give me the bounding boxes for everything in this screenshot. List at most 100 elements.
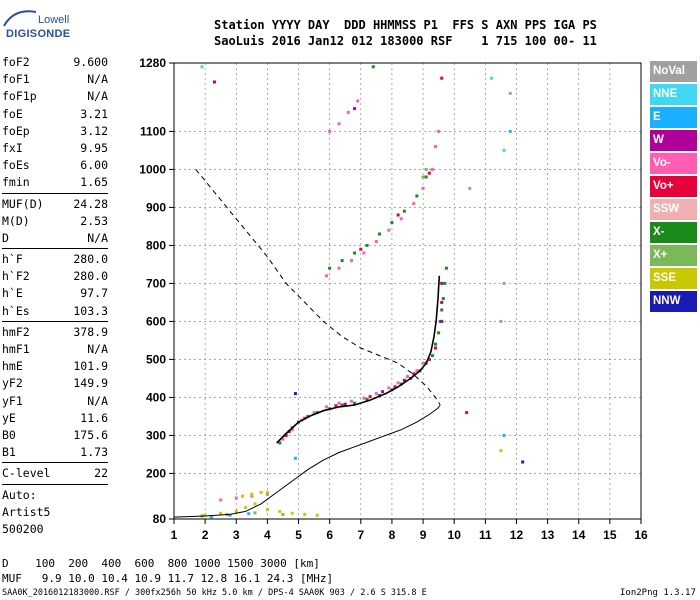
density-profile-line: [173, 405, 441, 518]
param-value: 9.600: [73, 55, 108, 69]
param-row: h`F2 280.0: [2, 268, 108, 285]
echo-point: [265, 508, 269, 511]
echo-points: [200, 65, 525, 519]
echo-point: [402, 378, 406, 382]
echo-point: [412, 202, 416, 206]
echo-point: [244, 506, 248, 510]
param-row: foF1 N/A: [2, 71, 108, 88]
x-tick-label: 5: [295, 528, 302, 542]
param-value: N/A: [87, 72, 108, 87]
legend-item: X+: [650, 245, 697, 266]
x-tick-label: 6: [326, 528, 333, 542]
echo-point: [281, 437, 285, 441]
logo-arc-icon: [3, 10, 37, 27]
echo-point: [402, 209, 406, 213]
header-line1: Station YYYY DAY DDD HHMMSS P1 FFS S AXN…: [214, 18, 597, 32]
echo-point: [250, 492, 254, 496]
echo-point: [502, 281, 506, 285]
echo-point: [265, 490, 269, 494]
echo-point: [365, 397, 369, 401]
param-value: 6.00: [80, 158, 108, 173]
x-tick-label: 9: [420, 528, 427, 542]
legend-item: Vo+: [650, 176, 697, 197]
param-value: N/A: [87, 393, 108, 408]
echo-point: [387, 386, 391, 390]
footer-version: Ion2Png 1.3.17: [620, 588, 696, 598]
param-value: 101.9: [73, 359, 108, 374]
param-value: 103.3: [73, 303, 108, 318]
plot-frame: [173, 62, 642, 520]
param-value: 280.0: [73, 252, 108, 267]
echo-point: [430, 354, 434, 358]
param-value: 1.65: [80, 175, 108, 190]
param-name: h`F: [2, 252, 23, 267]
footer-info-line: SAA0K_2016012183000.RSF / 300fx256h 50 k…: [2, 588, 427, 598]
param-value: 97.7: [80, 286, 108, 301]
param-name: MUF(D): [2, 196, 44, 211]
echo-point: [387, 228, 391, 232]
param-name: foEs: [2, 158, 30, 173]
echo-point: [253, 502, 257, 506]
echo-point: [371, 65, 375, 69]
echo-point: [412, 372, 416, 376]
trace-line: [276, 275, 441, 444]
echo-point: [349, 259, 353, 263]
echo-point: [284, 433, 288, 437]
param-row: M(D) 2.53: [2, 213, 108, 230]
echo-point: [349, 399, 353, 403]
param-name: foEp: [2, 123, 30, 138]
echo-point: [443, 281, 447, 285]
echo-point: [340, 403, 344, 407]
echo-point: [421, 175, 425, 179]
param-row: yF1 N/A: [2, 393, 108, 410]
y-tick-label: 1000: [139, 162, 166, 176]
echo-point: [234, 496, 238, 500]
param-name: yE: [2, 410, 16, 425]
echo-point: [337, 401, 341, 405]
param-name: yF1: [2, 393, 23, 408]
echo-point: [499, 319, 503, 323]
x-tick-label: 7: [357, 528, 364, 542]
param-row: MUF(D) 24.28: [2, 196, 108, 213]
echo-point: [265, 492, 269, 496]
param-row: foEp 3.12: [2, 123, 108, 140]
echo-point: [521, 460, 525, 464]
echo-point: [353, 401, 357, 405]
echo-point: [434, 346, 438, 350]
footer-d-line: D 100 200 400 600 800 1000 1500 3000 [km…: [2, 557, 320, 570]
x-tick-label: 13: [541, 528, 555, 542]
legend-item: NNW: [650, 291, 697, 312]
echo-point: [334, 404, 338, 408]
echo-point: [430, 167, 434, 171]
echo-point: [362, 251, 366, 255]
echo-point: [427, 171, 431, 175]
param-name: hmE: [2, 359, 23, 374]
echo-point: [228, 513, 232, 517]
echo-point: [508, 129, 512, 133]
echo-point: [234, 509, 238, 513]
param-value: 22: [94, 466, 108, 481]
param-value: 9.95: [80, 140, 108, 155]
echo-point: [325, 274, 329, 278]
param-row: C-level 22: [2, 465, 108, 482]
echo-point: [250, 494, 254, 498]
echo-point: [465, 411, 469, 415]
separator: [2, 483, 108, 485]
y-tick-label: 600: [146, 314, 166, 328]
y-tick-label: 300: [146, 428, 166, 442]
param-row: hmF2 378.9: [2, 324, 108, 341]
echo-point: [440, 300, 444, 304]
echo-point: [340, 259, 344, 263]
param-row: yE 11.6: [2, 410, 108, 427]
param-name: fxI: [2, 140, 23, 155]
echo-point: [290, 511, 294, 515]
echo-point: [209, 515, 213, 519]
param-row: foF1p N/A: [2, 88, 108, 105]
echo-point: [293, 456, 297, 460]
echo-point: [468, 186, 472, 190]
param-name: hmF1: [2, 342, 30, 356]
echo-point: [253, 511, 257, 515]
echo-point: [444, 266, 448, 270]
echo-point: [502, 148, 506, 152]
param-value: 175.6: [73, 427, 108, 442]
